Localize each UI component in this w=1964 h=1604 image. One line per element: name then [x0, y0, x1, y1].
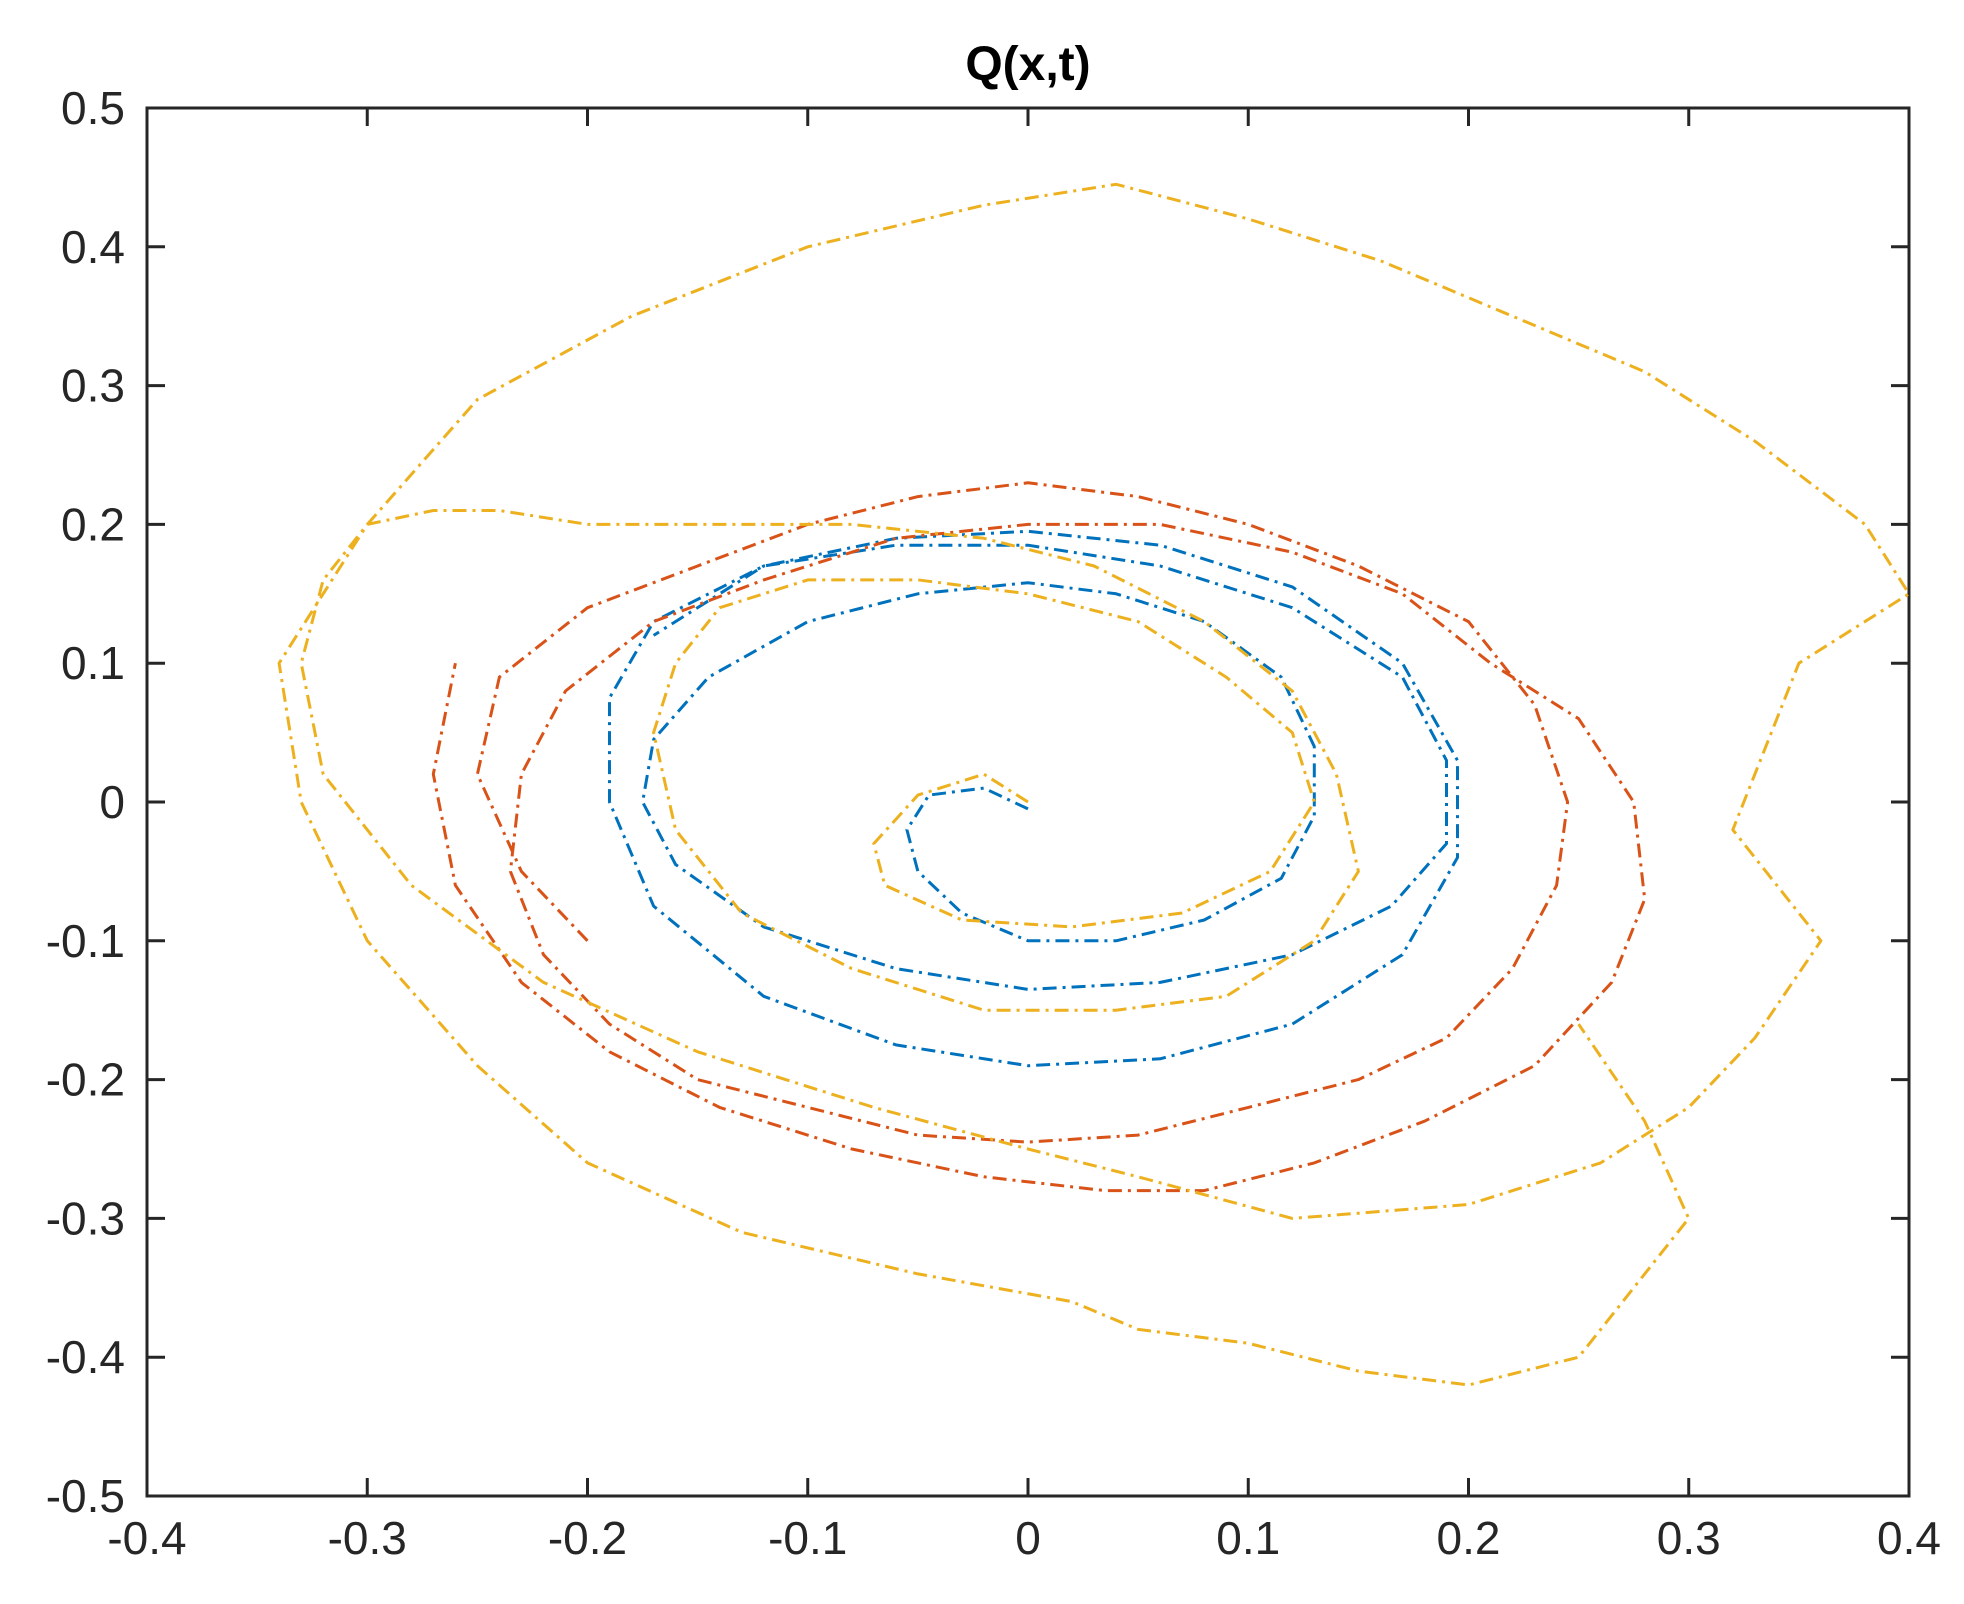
y-tick-label: -0.5 [46, 1470, 125, 1522]
y-tick-label: -0.4 [46, 1331, 125, 1383]
y-tick-label: 0.1 [61, 637, 125, 689]
x-tick-label: 0 [1015, 1512, 1041, 1564]
x-tick-label: -0.1 [768, 1512, 847, 1564]
x-tick-label: -0.3 [328, 1512, 407, 1564]
series-line-3 [277, 182, 1911, 1387]
y-tick-label: 0.3 [61, 360, 125, 412]
chart-title: Q(x,t) [965, 38, 1090, 91]
y-tick-label: -0.2 [46, 1054, 125, 1106]
series-layer [277, 182, 1911, 1387]
y-tick-label: 0.2 [61, 498, 125, 550]
y-tick-label: -0.1 [46, 915, 125, 967]
y-tick-label: 0.4 [61, 221, 125, 273]
y-tick-label: 0 [99, 776, 125, 828]
x-tick-label: 0.3 [1657, 1512, 1721, 1564]
series-line-1 [608, 529, 1459, 1068]
y-tick-label: 0.5 [61, 82, 125, 134]
x-tick-label: 0.1 [1216, 1512, 1280, 1564]
x-tick-label: 0.2 [1437, 1512, 1501, 1564]
series-line-2 [431, 481, 1647, 1193]
x-tick-label: 0.4 [1877, 1512, 1941, 1564]
y-tick-label: -0.3 [46, 1192, 125, 1244]
x-tick-label: -0.2 [548, 1512, 627, 1564]
tick-layer: -0.4 -0.3 -0.2 -0.1 0 0.1 0.2 0.3 0.4 0.5 0.4 0.3 0.… [46, 82, 1941, 1564]
x-tick-label: -0.4 [107, 1512, 186, 1564]
